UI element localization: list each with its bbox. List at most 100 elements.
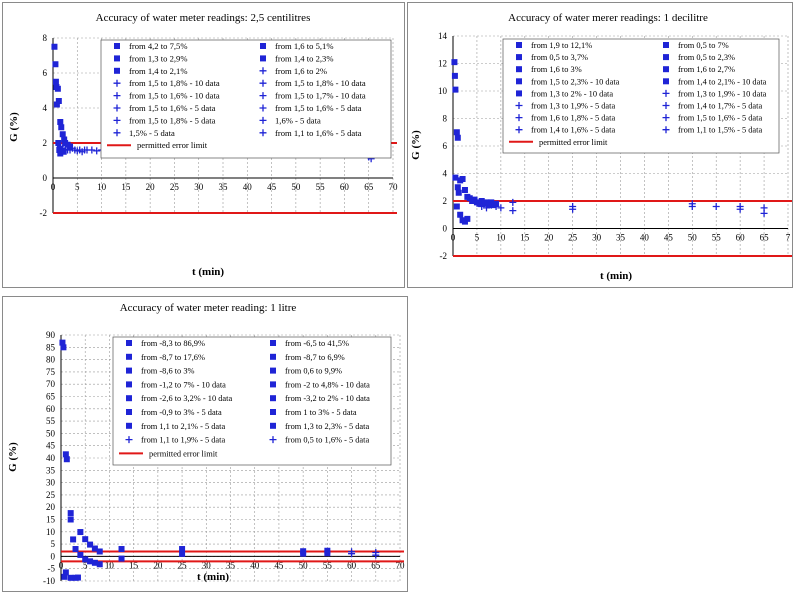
y-tick-label: 35 <box>46 465 56 475</box>
legend-entry: from -8,3 to 86,9% <box>141 339 205 348</box>
x-tick-label: 20 <box>544 233 554 243</box>
y-tick-label: 4 <box>443 169 448 179</box>
legend: from 1,9 to 12,1% from 0,5 to 7% from 0,5 … <box>502 38 780 154</box>
x-tick-label: 15 <box>121 182 131 192</box>
x-tick-label: 10 <box>105 560 115 570</box>
legend-limit-label: permitted error limit <box>539 138 608 147</box>
x-tick-label: 60 <box>340 182 350 192</box>
data-point <box>454 134 461 141</box>
data-point <box>300 550 307 557</box>
legend-marker <box>270 367 276 374</box>
legend-entry: from 0,6 to 9,9% <box>285 367 342 376</box>
x-tick-label: 35 <box>616 233 626 243</box>
legend-entry: from -0,9 to 3% - 5 data <box>141 408 222 417</box>
y-tick-label: 20 <box>46 502 56 512</box>
x-tick-label: 35 <box>226 560 236 570</box>
x-tick-label: 25 <box>170 182 180 192</box>
data-point <box>736 205 744 213</box>
data-point <box>52 78 59 85</box>
data-point <box>67 510 74 517</box>
data-point <box>62 569 69 576</box>
y-tick-label: 15 <box>46 515 56 525</box>
legend-marker <box>516 78 522 85</box>
y-tick-label: 6 <box>443 141 448 151</box>
data-point <box>59 131 66 138</box>
data-point <box>179 550 186 557</box>
x-tick-label: 70 <box>389 182 399 192</box>
legend-limit-label: permitted error limit <box>137 140 208 150</box>
legend-marker <box>259 104 267 112</box>
data-point <box>72 546 79 553</box>
x-tick-label: 45 <box>274 560 284 570</box>
legend-marker <box>113 92 121 100</box>
x-tick-label: 15 <box>129 560 139 570</box>
legend-entry: from 0,5 to 3,7% <box>531 53 588 62</box>
data-point <box>453 203 460 210</box>
legend-marker <box>662 102 670 109</box>
legend-marker <box>516 42 522 48</box>
x-tick-label: 50 <box>291 182 301 192</box>
y-tick-label: -10 <box>43 576 55 586</box>
legend-marker <box>663 66 669 73</box>
data-point <box>487 201 495 209</box>
legend-entry: from 1 to 3% - 5 data <box>285 408 357 417</box>
y-tick-label: 10 <box>438 86 448 96</box>
x-tick-label: 45 <box>664 233 674 243</box>
x-tick-label: 55 <box>323 560 333 570</box>
y-tick-label: 60 <box>46 404 56 414</box>
y-tick-label: -2 <box>440 251 448 261</box>
legend-entry: from 1,4 to 1,7% - 5 data <box>678 102 762 111</box>
legend-marker <box>126 422 132 429</box>
legend-marker <box>113 104 121 112</box>
x-tick-label: 10 <box>496 233 506 243</box>
legend-entry: from 1,5 to 1,8% - 10 data <box>129 78 220 88</box>
legend-entry: from -6,5 to 41,5% <box>285 339 349 348</box>
data-point <box>454 184 461 191</box>
x-tick-label: 45 <box>267 182 277 192</box>
data-point <box>52 61 59 68</box>
legend-entry: from -8,7 to 6,9% <box>285 353 345 362</box>
y-tick-label: 8 <box>43 33 48 43</box>
legend-marker <box>260 43 266 49</box>
legend-box <box>100 39 392 159</box>
x-tick-label: 20 <box>153 560 163 570</box>
data-point <box>82 536 89 543</box>
data-point <box>77 551 84 558</box>
data-point <box>457 211 464 218</box>
legend-marker <box>663 42 669 48</box>
x-tick-label: 25 <box>178 560 188 570</box>
legend-entry: from 1,6 to 2,7% <box>678 65 735 74</box>
legend-entry: from -8,7 to 17,6% <box>141 353 205 362</box>
legend-marker <box>270 381 276 388</box>
legend-marker <box>114 43 120 49</box>
y-tick-label: 0 <box>43 173 48 183</box>
y-tick-label: 75 <box>46 367 56 377</box>
legend-entry: from -2,6 to 3,2% - 10 data <box>141 394 232 403</box>
legend-entry: from -3,2 to 2% - 10 data <box>285 394 370 403</box>
legend-marker <box>259 92 267 100</box>
x-tick-label: 5 <box>75 182 80 192</box>
legend-entry: from 1,5 to 1,6% - 5 data <box>129 103 216 113</box>
legend-entry: from 1,3 to 2,9% <box>129 53 187 63</box>
data-point <box>62 451 69 458</box>
y-tick-label: 90 <box>46 330 56 340</box>
legend-entry: 1,6% - 5 data <box>275 115 321 125</box>
data-point <box>324 550 331 557</box>
y-tick-label: 5 <box>51 539 56 549</box>
data-point <box>91 559 98 566</box>
y-tick-label: -2 <box>40 208 48 218</box>
data-point <box>453 129 460 136</box>
data-point <box>451 59 458 66</box>
data-point <box>509 198 517 206</box>
data-point <box>459 176 466 182</box>
x-tick-label: 55 <box>316 182 326 192</box>
data-point <box>74 574 81 581</box>
data-point <box>88 146 96 154</box>
legend-entry: from 1,5 to 1,6% - 10 data <box>129 91 220 101</box>
data-point <box>91 545 98 552</box>
legend-entry: from 1,1 to 1,9% - 5 data <box>141 436 225 445</box>
legend-entry: from 1,6 to 5,1% <box>275 41 333 51</box>
legend-marker <box>515 102 523 109</box>
chart-litre: Accuracy of water meter reading: 1 litre… <box>7 302 405 586</box>
legend-marker <box>259 129 267 137</box>
